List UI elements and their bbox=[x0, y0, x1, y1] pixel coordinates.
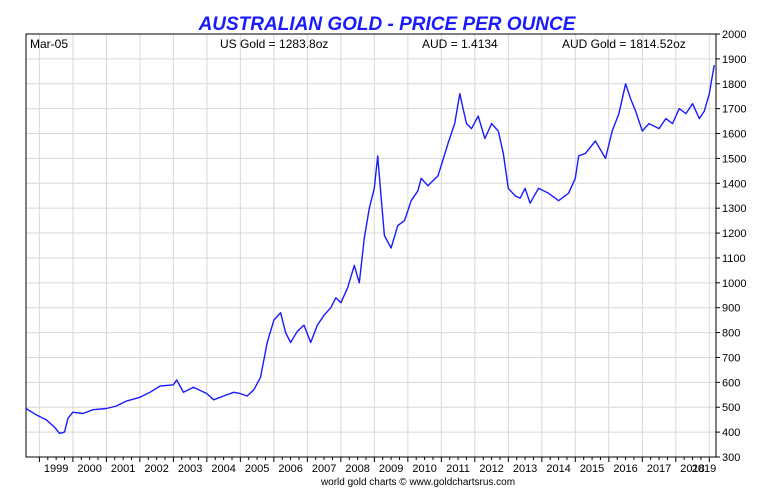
x-tick-label: 2012 bbox=[479, 463, 503, 475]
y-tick-label: 800 bbox=[722, 328, 740, 340]
x-tick-label: 2005 bbox=[245, 463, 269, 475]
y-tick-label: 400 bbox=[722, 427, 740, 439]
footer-credit: world gold charts © www.goldchartsrus.co… bbox=[320, 477, 515, 488]
x-tick-label: 2004 bbox=[211, 463, 235, 475]
y-tick-label: 1800 bbox=[722, 79, 746, 91]
y-tick-label: 1900 bbox=[722, 54, 746, 66]
x-tick-label: 2000 bbox=[77, 463, 101, 475]
x-tick-label: 2008 bbox=[345, 463, 369, 475]
y-tick-label: 900 bbox=[722, 303, 740, 315]
x-tick-label: 2014 bbox=[546, 463, 570, 475]
y-tick-label: 1000 bbox=[722, 278, 746, 290]
plot-frame bbox=[25, 33, 717, 458]
y-tick-label: 700 bbox=[722, 352, 740, 364]
y-tick-label: 1600 bbox=[722, 129, 746, 141]
x-tick-label: 2002 bbox=[144, 463, 168, 475]
y-tick-label: 500 bbox=[722, 402, 740, 414]
x-tick-label: 2006 bbox=[278, 463, 302, 475]
chart-title: AUSTRALIAN GOLD - PRICE PER OUNCE bbox=[198, 14, 577, 35]
y-tick-label: 1200 bbox=[722, 228, 746, 240]
x-tick-label: 2017 bbox=[647, 463, 671, 475]
x-tick-label: 2003 bbox=[178, 463, 202, 475]
y-tick-label: 1400 bbox=[722, 178, 746, 190]
y-tick-label: 1300 bbox=[722, 203, 746, 215]
x-tick-label: 2019 bbox=[692, 463, 716, 475]
x-tick-label: 2016 bbox=[613, 463, 637, 475]
y-tick-label: 1500 bbox=[722, 153, 746, 165]
date-label: Mar-05 bbox=[30, 37, 68, 51]
us-gold-label: US Gold = 1283.8oz bbox=[220, 37, 328, 51]
x-tick-label: 2013 bbox=[513, 463, 537, 475]
y-tick-label: 1700 bbox=[722, 104, 746, 116]
x-tick-label: 2015 bbox=[580, 463, 604, 475]
x-tick-label: 2010 bbox=[412, 463, 436, 475]
plot-background bbox=[26, 34, 716, 457]
y-tick-label: 2000 bbox=[722, 29, 746, 41]
series-group bbox=[25, 64, 715, 435]
y-tick-label: 600 bbox=[722, 377, 740, 389]
x-tick-label: 2018 bbox=[680, 463, 704, 475]
aud-rate-label: AUD = 1.4134 bbox=[422, 37, 498, 51]
x-tick-label: 2009 bbox=[379, 463, 403, 475]
y-tick-label: 300 bbox=[722, 452, 740, 464]
x-tick-label: 2011 bbox=[446, 463, 470, 475]
aud-gold-label: AUD Gold = 1814.52oz bbox=[562, 37, 686, 51]
x-tick-label: 2007 bbox=[312, 463, 336, 475]
x-tick-label: 1999 bbox=[44, 463, 68, 475]
x-axis-ticks: 1999 2000 2001 2002 2003 2004 2005 2006 2007 2008… bbox=[38, 457, 716, 475]
y-axis-ticks: 300 400 500 600 700 800 900 1000 1100 1200 1300 140… bbox=[716, 29, 746, 464]
x-tick-label: 2001 bbox=[111, 463, 135, 475]
y-tick-label: 1100 bbox=[722, 253, 746, 265]
price-line bbox=[25, 64, 715, 435]
